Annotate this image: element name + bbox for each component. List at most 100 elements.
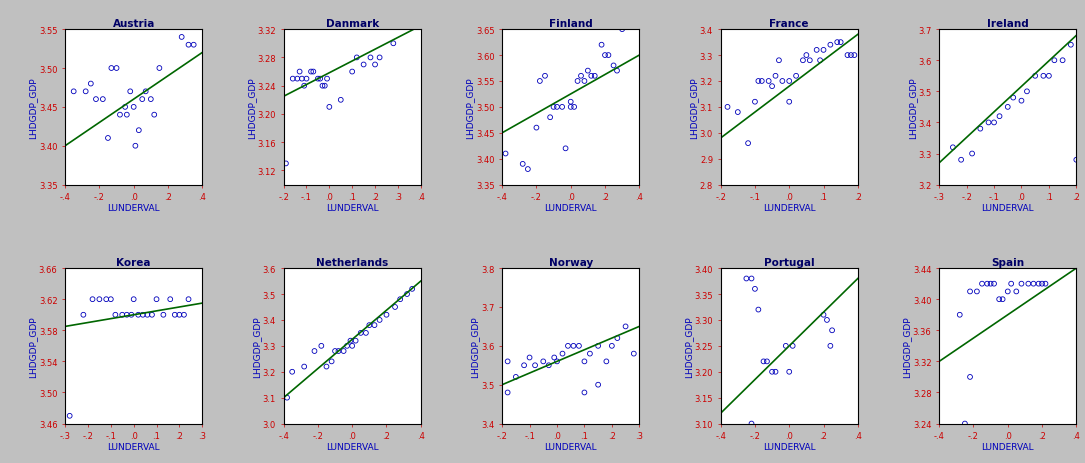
Title: France: France — [769, 19, 809, 29]
Point — [129, 311, 146, 319]
Point — [279, 394, 296, 401]
Point — [65, 88, 82, 96]
Point — [719, 104, 737, 111]
Point — [794, 57, 812, 65]
Point — [532, 78, 549, 86]
Point — [1008, 288, 1025, 295]
Point — [609, 335, 626, 342]
Point — [597, 52, 614, 60]
Point — [102, 296, 119, 303]
Point — [738, 275, 755, 282]
Point — [743, 420, 761, 427]
Point — [303, 69, 320, 76]
Point — [961, 288, 979, 295]
Point — [355, 62, 372, 69]
Y-axis label: LHDGDP_GDP: LHDGDP_GDP — [252, 315, 261, 377]
Y-axis label: LHDGDP_GDP: LHDGDP_GDP — [684, 315, 693, 377]
Point — [586, 73, 603, 80]
Point — [1012, 281, 1030, 288]
Title: Finland: Finland — [549, 19, 592, 29]
Point — [572, 73, 589, 80]
X-axis label: LUNDERVAL: LUNDERVAL — [326, 442, 379, 450]
Point — [1037, 281, 1055, 288]
Point — [536, 73, 553, 80]
Point — [84, 296, 101, 303]
Point — [289, 76, 306, 83]
Point — [497, 150, 514, 158]
Y-axis label: LHDGDP_GDP: LHDGDP_GDP — [908, 77, 917, 138]
Point — [625, 350, 642, 357]
Point — [784, 342, 802, 350]
Point — [143, 311, 161, 319]
Point — [755, 358, 773, 365]
Point — [335, 348, 353, 355]
Point — [295, 83, 312, 90]
X-axis label: LUNDERVAL: LUNDERVAL — [545, 442, 597, 450]
Point — [780, 78, 797, 86]
Point — [985, 119, 1003, 127]
Point — [293, 76, 310, 83]
Point — [1003, 281, 1020, 288]
Point — [173, 34, 190, 42]
Point — [1041, 73, 1058, 80]
Point — [361, 55, 379, 62]
Point — [344, 343, 361, 350]
Point — [535, 358, 552, 365]
Point — [398, 291, 416, 298]
Point — [548, 104, 565, 111]
Y-axis label: LHDGDP_GDP: LHDGDP_GDP — [471, 315, 480, 377]
Point — [507, 373, 524, 381]
Point — [309, 76, 327, 83]
Point — [352, 330, 369, 337]
Point — [366, 322, 383, 329]
Point — [767, 368, 784, 375]
Point — [576, 389, 593, 396]
Point — [342, 337, 359, 344]
Title: Austria: Austria — [113, 19, 155, 29]
Title: Spain: Spain — [992, 258, 1024, 268]
Point — [565, 104, 583, 111]
Point — [133, 96, 151, 104]
Point — [118, 112, 136, 119]
X-axis label: LUNDERVAL: LUNDERVAL — [982, 442, 1034, 450]
Y-axis label: LHDGDP_GDP: LHDGDP_GDP — [247, 77, 256, 138]
Point — [553, 104, 571, 111]
Y-axis label: LHDGDP_GDP: LHDGDP_GDP — [903, 315, 911, 377]
Point — [839, 52, 856, 60]
Point — [170, 311, 188, 319]
Point — [519, 166, 536, 173]
Point — [526, 362, 544, 369]
Point — [1018, 88, 1035, 96]
Point — [603, 342, 621, 350]
Point — [812, 57, 829, 65]
Point — [553, 350, 571, 357]
Point — [842, 52, 859, 60]
Point — [592, 42, 610, 49]
Point — [404, 286, 421, 293]
Point — [378, 312, 395, 319]
Point — [788, 73, 805, 80]
Point — [750, 306, 767, 313]
Point — [127, 143, 144, 150]
Point — [339, 343, 356, 350]
Point — [295, 363, 312, 370]
Point — [316, 83, 333, 90]
Point — [999, 104, 1017, 111]
Point — [318, 76, 335, 83]
Point — [583, 73, 600, 80]
Point — [953, 156, 970, 164]
Point — [545, 104, 562, 111]
Point — [980, 119, 997, 127]
X-axis label: LUNDERVAL: LUNDERVAL — [545, 203, 597, 212]
Point — [135, 311, 152, 319]
Point — [598, 358, 615, 365]
Point — [774, 78, 791, 86]
Point — [546, 354, 563, 362]
Point — [142, 96, 159, 104]
Point — [541, 114, 559, 122]
X-axis label: LUNDERVAL: LUNDERVAL — [326, 203, 379, 212]
Point — [123, 311, 140, 319]
Point — [306, 348, 323, 355]
Point — [746, 99, 764, 106]
Point — [116, 104, 133, 112]
